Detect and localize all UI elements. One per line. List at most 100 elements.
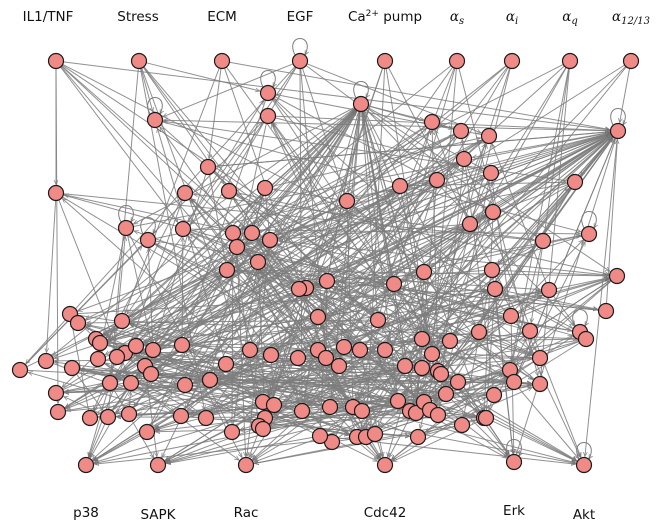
edge-131 bbox=[215, 132, 610, 167]
edge-450 bbox=[130, 392, 131, 407]
edge-588 bbox=[145, 373, 157, 456]
network-node-40 bbox=[540, 281, 558, 299]
input-node-as bbox=[448, 52, 466, 70]
edge-567 bbox=[88, 390, 109, 457]
network-node-31 bbox=[534, 232, 552, 250]
network-node-100 bbox=[321, 398, 339, 416]
edge-395 bbox=[157, 128, 225, 357]
network-node-2 bbox=[146, 111, 164, 129]
edge-602 bbox=[392, 280, 612, 460]
edge-550 bbox=[369, 219, 490, 431]
input-node-aq bbox=[561, 52, 579, 70]
edge-260 bbox=[502, 290, 597, 310]
edge-616 bbox=[450, 398, 508, 456]
edge-506 bbox=[425, 281, 438, 408]
edge-207 bbox=[100, 235, 125, 350]
edge-625 bbox=[517, 138, 617, 454]
network-node-115 bbox=[485, 386, 503, 404]
network-node-4 bbox=[423, 113, 441, 131]
edge-428 bbox=[326, 319, 503, 369]
edge-18 bbox=[125, 67, 220, 313]
edge-576 bbox=[93, 134, 612, 461]
input-label-ca-pump: Ca2+ pump bbox=[348, 9, 422, 25]
network-node-45 bbox=[369, 311, 387, 329]
network-node-32 bbox=[608, 267, 626, 285]
edge-206 bbox=[127, 235, 152, 341]
edge-201 bbox=[279, 224, 463, 240]
network-node-7 bbox=[609, 122, 627, 140]
edge-281 bbox=[492, 144, 547, 284]
network-node-59 bbox=[376, 341, 394, 359]
network-node-90 bbox=[81, 409, 99, 427]
self-loop-11 bbox=[118, 205, 134, 223]
input-label-stress: Stress bbox=[117, 9, 159, 25]
edge-636 bbox=[585, 138, 618, 457]
edge-572 bbox=[92, 190, 395, 459]
edge-144 bbox=[271, 122, 375, 313]
output-label-erk: Erk bbox=[503, 503, 525, 519]
input-node-ecm bbox=[213, 52, 231, 70]
edge-568 bbox=[94, 435, 141, 462]
edge-574 bbox=[93, 185, 569, 462]
edge-481 bbox=[347, 210, 354, 400]
network-node-38 bbox=[318, 272, 336, 290]
network-node-89 bbox=[49, 403, 67, 421]
network-node-3 bbox=[259, 107, 277, 125]
network-node-82 bbox=[413, 359, 431, 377]
edge-269 bbox=[306, 236, 580, 289]
input-label-egf: EGF bbox=[287, 9, 314, 25]
input-label-alpha-12-13: α12/13 bbox=[612, 9, 650, 27]
edge-543 bbox=[335, 357, 382, 436]
network-node-94 bbox=[197, 409, 215, 427]
output-label-sapk: SAPK bbox=[140, 507, 176, 523]
network-node-80 bbox=[330, 357, 348, 375]
network-node-73 bbox=[122, 374, 140, 392]
edge-187 bbox=[144, 175, 485, 343]
edge-275 bbox=[333, 283, 532, 356]
edge-470 bbox=[62, 199, 297, 407]
network-node-69 bbox=[108, 348, 126, 366]
edge-53 bbox=[476, 65, 627, 218]
edge-38 bbox=[458, 68, 538, 376]
edge-406 bbox=[305, 364, 324, 404]
network-node-79 bbox=[317, 349, 335, 367]
edge-479 bbox=[153, 368, 323, 406]
network-node-21 bbox=[117, 219, 135, 237]
network-node-123 bbox=[477, 409, 495, 427]
network-node-63 bbox=[521, 322, 539, 340]
edge-107 bbox=[499, 132, 612, 170]
network-node-52 bbox=[127, 337, 145, 355]
edge-140 bbox=[162, 121, 581, 232]
edge-173 bbox=[236, 192, 608, 275]
edge-322 bbox=[142, 140, 481, 343]
network-node-93 bbox=[172, 407, 190, 425]
edge-40 bbox=[265, 65, 507, 257]
edge-137 bbox=[274, 96, 486, 209]
self-loop-0 bbox=[260, 70, 276, 88]
network-node-62 bbox=[470, 323, 488, 341]
edge-204 bbox=[133, 133, 609, 227]
network-node-25 bbox=[243, 224, 261, 242]
network-node-102 bbox=[353, 402, 371, 420]
edge-526 bbox=[486, 338, 535, 380]
network-node-30 bbox=[580, 225, 598, 243]
edge-472 bbox=[260, 270, 301, 404]
edge-565 bbox=[86, 326, 314, 434]
edge-279 bbox=[273, 123, 390, 279]
network-node-20 bbox=[461, 215, 479, 233]
edge-273 bbox=[334, 280, 386, 283]
edge-587 bbox=[165, 350, 338, 460]
edge-629 bbox=[492, 420, 577, 462]
network-node-43 bbox=[113, 312, 131, 330]
edge-582 bbox=[166, 403, 417, 463]
edge-600 bbox=[247, 247, 270, 457]
network-node-98 bbox=[293, 402, 311, 420]
input-node-il1tnf bbox=[47, 52, 65, 70]
self-loop-layer bbox=[118, 38, 626, 460]
edge-614 bbox=[392, 441, 413, 460]
edge-191 bbox=[435, 188, 572, 402]
edge-105 bbox=[455, 136, 614, 335]
network-node-66 bbox=[37, 352, 55, 370]
network-node-67 bbox=[63, 359, 81, 377]
